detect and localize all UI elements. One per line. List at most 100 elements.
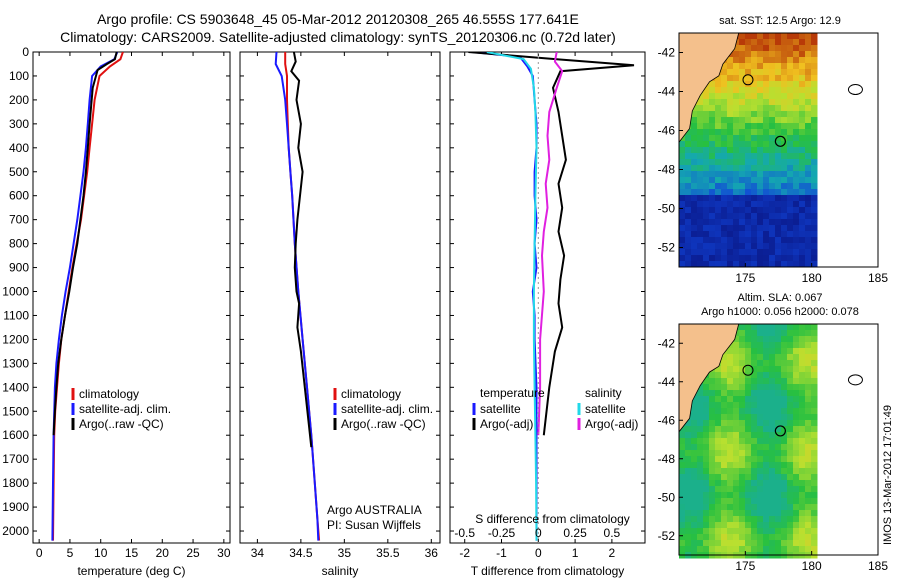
map-cell (775, 438, 782, 445)
s-axis-label: S difference from climatology (475, 512, 630, 526)
map-cell (679, 189, 686, 196)
map-cell (793, 360, 800, 367)
map-cell (751, 249, 758, 256)
map-cell (781, 111, 788, 118)
map-cell (733, 45, 740, 52)
map-cell (721, 444, 728, 451)
map-cell (769, 384, 776, 391)
map-cell (769, 201, 776, 208)
map-cell (757, 444, 764, 451)
y-tick-label: -42 (658, 336, 676, 350)
map-cell (739, 534, 746, 541)
map-cell (811, 348, 818, 355)
map-cell (799, 456, 806, 463)
map-cell (763, 57, 770, 64)
map-cell (721, 63, 728, 70)
map-cell (709, 225, 716, 232)
map-cell (811, 342, 818, 349)
map-cell (679, 171, 686, 178)
map-cell (811, 510, 818, 517)
map-cell (733, 348, 740, 355)
map-cell (745, 93, 752, 100)
map-cell (775, 534, 782, 541)
map-cell (721, 99, 728, 106)
map-cell (811, 378, 818, 385)
map-cell (745, 153, 752, 160)
map-cell (763, 372, 770, 379)
map-cell (769, 255, 776, 262)
map-cell (763, 45, 770, 52)
map-cell (703, 105, 710, 112)
map-cell (769, 462, 776, 469)
x-tick-label: -2 (459, 546, 470, 560)
map-cell (733, 360, 740, 367)
map-cell (811, 165, 818, 172)
map-cell (715, 219, 722, 226)
map-cell (787, 261, 794, 268)
map-cell (715, 129, 722, 136)
map-cell (811, 522, 818, 529)
map-cell (697, 390, 704, 397)
map-cell (697, 111, 704, 118)
map-cell (775, 39, 782, 46)
map-cell (799, 159, 806, 166)
map-cell (727, 396, 734, 403)
map-cell (715, 522, 722, 529)
map-cell (769, 111, 776, 118)
map-cell (811, 75, 818, 82)
map-cell (775, 153, 782, 160)
map-cell (787, 69, 794, 76)
map-cell (721, 408, 728, 415)
map-cell (793, 255, 800, 262)
map-cell (697, 468, 704, 475)
map-cell (727, 123, 734, 130)
map-cell (727, 426, 734, 433)
map-cell (799, 93, 806, 100)
map-cell (697, 147, 704, 154)
map-cell (781, 123, 788, 130)
map-cell (745, 117, 752, 124)
map-cell (733, 534, 740, 541)
map-cell (799, 384, 806, 391)
map-cell (721, 243, 728, 250)
map-cell (679, 462, 686, 469)
map-cell (787, 33, 794, 40)
map-cell (763, 528, 770, 535)
map-cell (751, 213, 758, 220)
map-cell (763, 225, 770, 232)
map-cell (703, 153, 710, 160)
map-cell (733, 51, 740, 58)
legend-label: satellite (480, 402, 521, 416)
map-cell (709, 201, 716, 208)
map-cell (781, 384, 788, 391)
map-cell (685, 261, 692, 268)
map-cell (733, 57, 740, 64)
map-cell (709, 219, 716, 226)
map-cell (739, 213, 746, 220)
map-cell (751, 402, 758, 409)
map-cell (769, 468, 776, 475)
map-cell (679, 438, 686, 445)
map-cell (763, 510, 770, 517)
map-cell (757, 390, 764, 397)
map-cell (781, 372, 788, 379)
map-cell (769, 456, 776, 463)
map-cell (781, 546, 788, 553)
map-cell (709, 516, 716, 523)
map-cell (727, 81, 734, 88)
map-cell (805, 87, 812, 94)
x-tick-label: 15 (125, 546, 139, 560)
map-cell (715, 171, 722, 178)
map-cell (727, 231, 734, 238)
map-cell (775, 390, 782, 397)
map-cell (787, 354, 794, 361)
map-cell (715, 420, 722, 427)
map-cell (769, 426, 776, 433)
plot-frame (32, 51, 231, 544)
map-cell (787, 510, 794, 517)
map-cell (787, 243, 794, 250)
map-cell (727, 75, 734, 82)
map-cell (685, 444, 692, 451)
map-cell (733, 426, 740, 433)
y-tick-label: 1300 (2, 356, 29, 370)
